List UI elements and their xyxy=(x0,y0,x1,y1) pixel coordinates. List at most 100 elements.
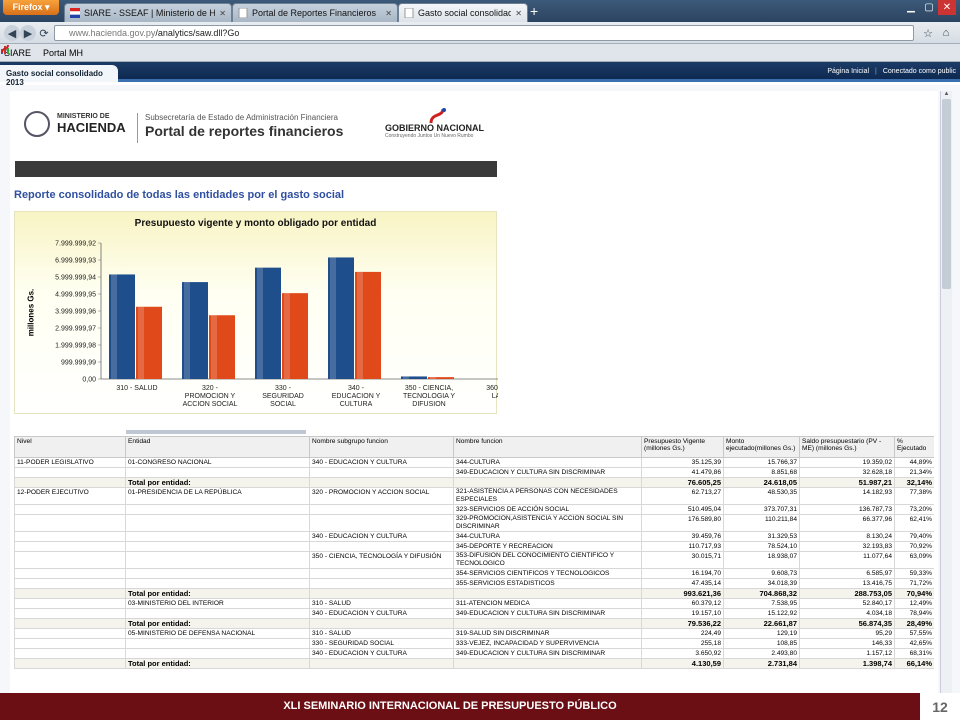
horizontal-scroll-indicator[interactable] xyxy=(126,430,306,434)
x-tick-label: 320 -PROMOCION Y ACCION SOCIAL xyxy=(183,385,238,408)
table-cell: 353-DIFUSION DEL CONOCIMIENTO CIENTIFICO… xyxy=(453,551,642,569)
forward-icon[interactable]: ▶ xyxy=(20,25,36,41)
table-cell: 19.157,10 xyxy=(641,608,724,619)
close-icon[interactable]: ✕ xyxy=(385,8,392,18)
table-cell: 8.851,68 xyxy=(723,467,800,478)
home-icon[interactable]: ⌂ xyxy=(942,27,950,39)
reload-icon[interactable]: ⟳ xyxy=(39,27,49,40)
back-icon[interactable]: ◀ xyxy=(4,25,20,41)
bar xyxy=(255,267,281,379)
home-link[interactable]: Página Inicial xyxy=(827,68,870,75)
y-tick-label: 999.999,99 xyxy=(61,360,96,367)
table-cell: 340 - EDUCACION Y CULTURA xyxy=(309,648,454,659)
column-header[interactable]: Nivel xyxy=(14,436,126,458)
column-header[interactable]: Saldo presupuestario (PV - ME) (millones… xyxy=(799,436,895,458)
column-header[interactable]: Presupuesto Vigente (millones Gs.) xyxy=(641,436,724,458)
tab-gasto-social[interactable]: Gasto social consolidado 2013 ✕ xyxy=(398,3,528,22)
table-cell: 510.495,04 xyxy=(641,504,724,515)
column-header[interactable]: Monto ejecutado(millones Gs.) xyxy=(723,436,800,458)
firefox-menu-button[interactable]: Firefox ▾ xyxy=(3,0,59,15)
ministry-small: MINISTERIO DE xyxy=(57,113,110,120)
table-cell: 12,49% xyxy=(894,598,934,609)
page-canvas: MINISTERIO DE HACIENDA Subsecretaría de E… xyxy=(0,85,960,693)
bar-highlight xyxy=(111,274,117,379)
table-cell: 05-MINISTERIO DE DEFENSA NACIONAL xyxy=(125,628,310,639)
table-cell: 224,49 xyxy=(641,628,724,639)
logo-icon xyxy=(1,44,9,54)
table-cell xyxy=(125,648,310,659)
table-cell: 31.329,53 xyxy=(723,531,800,542)
bar-highlight xyxy=(211,315,217,379)
table-cell: 73,20% xyxy=(894,504,934,515)
url-bar[interactable]: www.hacienda.gov.py/analytics/saw.dll?Go xyxy=(54,25,914,41)
column-header[interactable]: Nombre funcion xyxy=(453,436,642,458)
page-number: 12 xyxy=(920,693,960,720)
maximize-icon[interactable]: ▢ xyxy=(924,2,934,13)
table-cell: 333-VEJEZ, INCAPACIDAD Y SUPERVIVENCIA xyxy=(453,638,642,649)
table-cell xyxy=(125,551,310,569)
table-cell xyxy=(14,598,126,609)
column-header[interactable]: Nombre subgrupo funcion xyxy=(309,436,454,458)
total-row: Total por entidad: 4.130,59 2.731,84 1.398,… xyxy=(14,658,934,669)
gov-name: GOBIERNO NACIONAL xyxy=(385,123,484,133)
x-tick-label: 340 -EDUCACION Y CULTURA xyxy=(332,385,381,408)
table-cell: 79,40% xyxy=(894,531,934,542)
table-cell xyxy=(309,467,454,478)
tab-label: Gasto social consolidado 2013 xyxy=(418,8,511,18)
bookmark-portal-mh[interactable]: Portal MH xyxy=(1,44,83,58)
table-cell: 34.018,39 xyxy=(723,578,800,589)
table-cell: 39.459,76 xyxy=(641,531,724,542)
table-cell: 01-CONGRESO NACIONAL xyxy=(125,457,310,468)
vertical-scrollbar[interactable]: ▲ xyxy=(940,91,952,693)
star-icon[interactable]: ☆ xyxy=(923,27,933,40)
tab-portal-reportes[interactable]: Portal de Reportes Financieros ✕ xyxy=(232,3,398,22)
table-row: 329-PROMOCION,ASISTENCIA Y ACCION SOCIAL… xyxy=(14,514,934,532)
table-cell xyxy=(125,514,310,532)
dashboard-tab[interactable]: Gasto social consolidado 2013 xyxy=(0,65,118,87)
table-cell xyxy=(309,588,454,599)
table-cell: 321-ASISTENCIA A PERSONAS CON NECESIDADE… xyxy=(453,487,642,505)
scroll-up-icon[interactable]: ▲ xyxy=(943,91,950,97)
table-cell xyxy=(453,658,642,669)
table-cell: 345-DEPORTE Y RECREACION xyxy=(453,541,642,552)
table-cell xyxy=(14,477,126,488)
table-cell: 03-MINISTERIO DEL INTERIOR xyxy=(125,598,310,609)
table-cell: 78,94% xyxy=(894,608,934,619)
table-row: 340 - EDUCACION Y CULTURA 349-EDUCACION Y… xyxy=(14,608,934,619)
table-cell: 62.713,27 xyxy=(641,487,724,505)
bookmark-label: SIARE xyxy=(4,47,32,58)
table-cell: 13.416,75 xyxy=(799,578,895,589)
table-cell: 2.493,80 xyxy=(723,648,800,659)
table-cell xyxy=(14,578,126,589)
y-tick-label: 6.999.999,93 xyxy=(55,258,96,265)
tab-siare[interactable]: SIARE - SSEAF | Ministerio de Hacienda ✕ xyxy=(64,3,232,22)
gobierno-nacional: GOBIERNO NACIONAL Construyendo Juntos Un … xyxy=(385,123,484,139)
table-cell: Total por entidad: xyxy=(125,477,310,488)
table-row: 323-SERVICIOS DE ACCIÓN SOCIAL 510.495,04… xyxy=(14,504,934,515)
table-cell: 4.034,18 xyxy=(799,608,895,619)
close-icon[interactable]: ✕ xyxy=(219,8,226,18)
close-window-icon[interactable]: ✕ xyxy=(938,0,956,15)
scrollbar-thumb[interactable] xyxy=(942,99,951,289)
table-cell xyxy=(14,618,126,629)
table-cell: 32.193,83 xyxy=(799,541,895,552)
table-cell: 14.182,93 xyxy=(799,487,895,505)
table-cell: 110.211,84 xyxy=(723,514,800,532)
column-header[interactable]: Entidad xyxy=(125,436,310,458)
table-cell: 344-CULTURA xyxy=(453,531,642,542)
table-cell xyxy=(125,504,310,515)
close-icon[interactable]: ✕ xyxy=(515,8,522,18)
table-cell: 57,55% xyxy=(894,628,934,639)
table-cell xyxy=(14,588,126,599)
table-cell: 01-PRESIDENCIA DE LA REPÚBLICA xyxy=(125,487,310,505)
user-link[interactable]: Conectado como public xyxy=(882,68,956,75)
bar xyxy=(428,377,454,379)
minimize-icon[interactable]: ▁ xyxy=(907,2,915,13)
table-cell: 22.661,87 xyxy=(723,618,800,629)
table-cell: 1.398,74 xyxy=(799,658,895,669)
bar-highlight xyxy=(357,271,363,379)
column-header[interactable]: % Ejecutado xyxy=(894,436,934,458)
table-row: 340 - EDUCACION Y CULTURA 344-CULTURA 39.4… xyxy=(14,531,934,542)
table-cell xyxy=(14,568,126,579)
new-tab-button[interactable]: + xyxy=(530,3,539,19)
